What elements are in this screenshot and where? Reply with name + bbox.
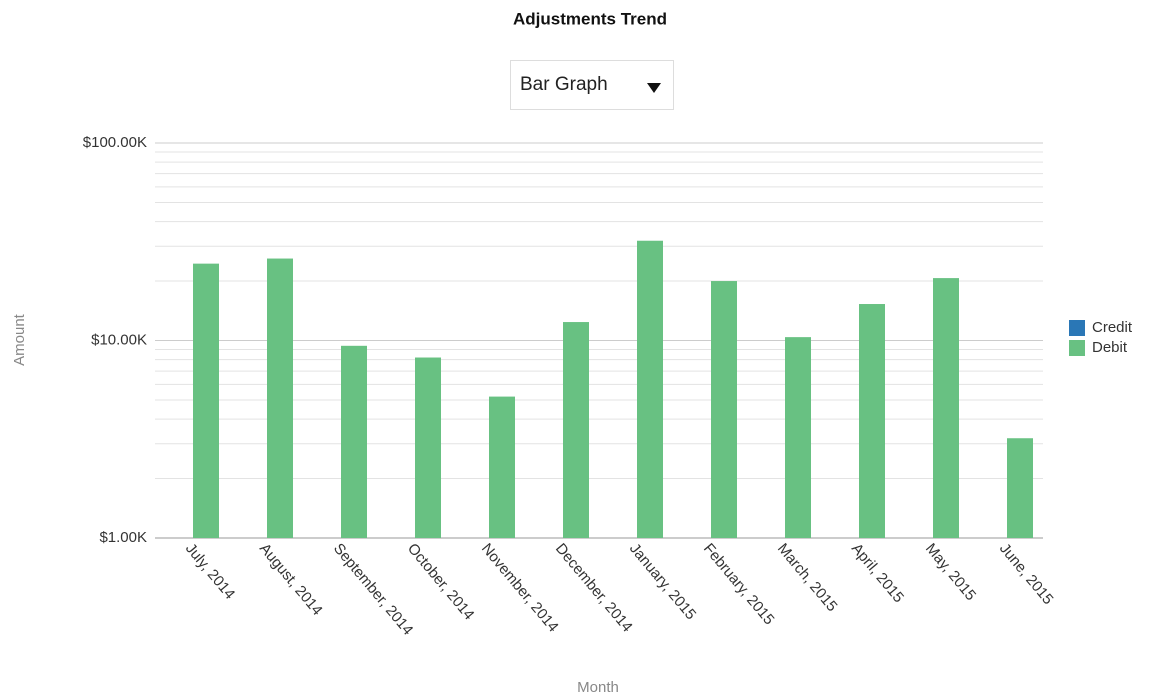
legend-swatch (1069, 320, 1085, 336)
x-axis-title: Month (577, 679, 619, 696)
view-selector-label: Bar Graph (520, 74, 608, 95)
y-tick-label: $100.00K (83, 134, 147, 151)
x-tick-label: November, 2014 (478, 540, 562, 635)
x-tick-label: March, 2015 (774, 540, 841, 615)
x-tick-label: April, 2015 (848, 540, 907, 606)
x-tick-label: February, 2015 (700, 540, 778, 628)
y-tick-label: $1.00K (99, 529, 147, 546)
view-selector[interactable]: Bar Graph (510, 60, 674, 110)
legend-label: Debit (1092, 339, 1128, 356)
x-tick-label: August, 2014 (256, 540, 326, 619)
bar (193, 263, 219, 538)
bar (267, 258, 293, 538)
bar (785, 337, 811, 538)
bar (341, 345, 367, 538)
x-tick-label: January, 2015 (626, 540, 699, 623)
y-tick-label: $10.00K (91, 331, 147, 348)
bar (859, 304, 885, 538)
legend-label: Credit (1092, 319, 1133, 336)
dropdown-arrow (647, 83, 661, 93)
bar (563, 322, 589, 538)
bar (933, 278, 959, 538)
x-tick-label: September, 2014 (330, 540, 416, 638)
bar (489, 396, 515, 538)
x-tick-label: July, 2014 (182, 540, 238, 602)
x-tick-label: December, 2014 (552, 540, 636, 635)
bar (415, 357, 441, 538)
bar (711, 281, 737, 538)
x-tick-label: May, 2015 (922, 540, 979, 604)
chart-title: Adjustments Trend (513, 9, 667, 28)
bar (1007, 438, 1033, 538)
legend-swatch (1069, 340, 1085, 356)
y-axis-title: Amount (11, 313, 28, 366)
x-tick-label: June, 2015 (996, 540, 1057, 608)
bar (637, 240, 663, 538)
x-tick-label: October, 2014 (404, 540, 478, 623)
